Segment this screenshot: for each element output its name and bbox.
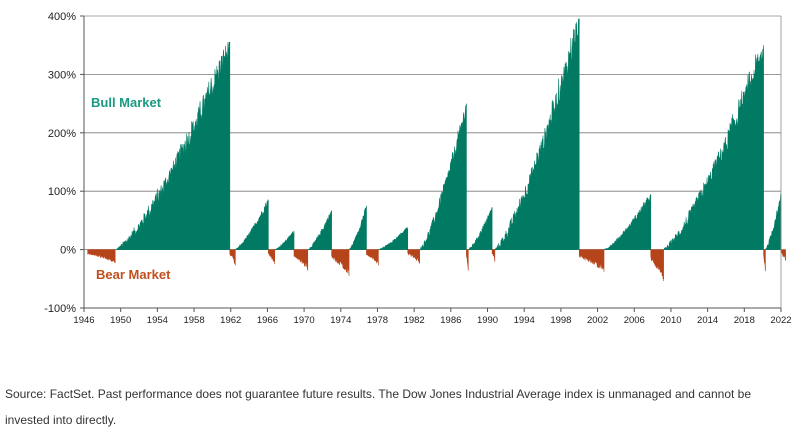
y-tick-label: 100% [48, 186, 76, 198]
bear-market-area [578, 249, 605, 272]
bull-market-areas [115, 18, 782, 251]
x-tick-label: 2022 [770, 315, 791, 326]
x-tick-label: 1986 [440, 315, 461, 326]
bull-market-area [348, 205, 367, 250]
bull-market-area [274, 230, 295, 250]
bull-market-area [234, 199, 269, 250]
bull-market-area [468, 207, 493, 250]
x-tick-label: 2006 [624, 315, 645, 326]
y-tick-label: 200% [48, 128, 76, 140]
x-tick-label: 1970 [294, 315, 315, 326]
bull-market-area [494, 18, 580, 251]
bear-market-area [87, 249, 116, 264]
bear-market-annotation: Bear Market [96, 267, 171, 282]
y-tick-label: 0% [60, 245, 76, 257]
x-tick-label: 1954 [147, 315, 168, 326]
bear-market-area [331, 249, 350, 276]
x-tick-label: 2002 [587, 315, 608, 326]
x-axis-tick-labels: 1946 1950 1954 1958 1962 1966 1970 1974 1978 1982… [73, 315, 791, 326]
x-tick-label: 2018 [734, 315, 755, 326]
x-tick-label: 1966 [257, 315, 278, 326]
y-axis-tick-labels: -100% 0% 100% 200% 300% 400% [44, 11, 76, 315]
x-tick-label: 1950 [110, 315, 131, 326]
bear-market-area [268, 249, 276, 265]
y-tick-label: -100% [44, 303, 76, 315]
bull-bear-market-chart: -100% 0% 100% 200% 300% 400% 1946 1950 1954 1958… [44, 11, 791, 326]
x-tick-label: 1978 [367, 315, 388, 326]
x-tick-label: 1962 [220, 315, 241, 326]
bear-market-area [293, 249, 309, 271]
bull-market-area [306, 210, 332, 250]
x-tick-label: 2014 [697, 315, 718, 326]
x-tick-label: 2010 [660, 315, 681, 326]
x-tick-label: 1998 [550, 315, 571, 326]
y-tick-label: 400% [48, 11, 76, 23]
bull-market-area [115, 41, 231, 251]
bull-market-area [765, 193, 782, 250]
bull-market-annotation: Bull Market [91, 95, 162, 110]
y-tick-label: 300% [48, 69, 76, 81]
x-tick-label: 1990 [477, 315, 498, 326]
axes [80, 15, 782, 312]
x-tick-label: 1982 [404, 315, 425, 326]
bull-market-area [663, 45, 764, 251]
bull-market-area [603, 194, 652, 251]
bear-market-area [763, 249, 766, 272]
x-tick-label: 1946 [73, 315, 94, 326]
bear-market-area [650, 249, 664, 282]
bear-market-area [491, 249, 496, 262]
bear-market-area [407, 249, 420, 264]
bull-market-area [419, 103, 467, 251]
source-footnote: Source: FactSet. Past performance does n… [5, 387, 752, 427]
bull-market-area [378, 227, 409, 250]
bear-market-area [366, 249, 379, 266]
bear-market-area [229, 249, 236, 266]
x-tick-label: 1958 [183, 315, 204, 326]
bear-market-area [780, 249, 786, 261]
x-tick-label: 1974 [330, 315, 351, 326]
x-tick-label: 1994 [514, 315, 535, 326]
bear-market-area [466, 249, 469, 271]
bear-market-areas [87, 249, 786, 282]
